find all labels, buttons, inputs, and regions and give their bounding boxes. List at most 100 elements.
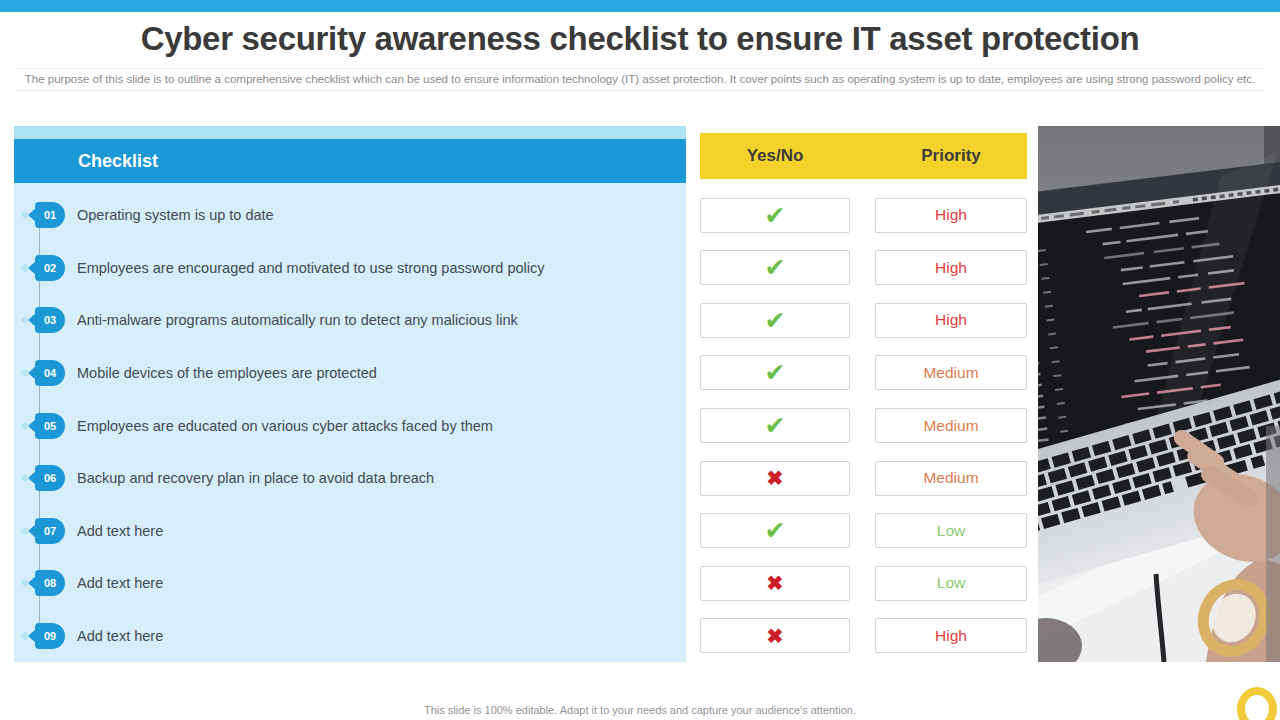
columns-header: Yes/No Priority bbox=[700, 133, 1027, 179]
item-number-badge: 04 bbox=[35, 360, 65, 386]
answer-mark-icon: ✔ bbox=[765, 203, 786, 228]
priority-cell: High bbox=[875, 198, 1027, 233]
checklist-item-row: 09 Add text here bbox=[14, 610, 686, 663]
answer-mark-icon: ✔ bbox=[765, 308, 786, 333]
yes-no-cell: ✔ bbox=[700, 513, 850, 548]
answer-priority-row: ✔ High bbox=[700, 189, 1027, 242]
checklist-item-row: 05 Employees are educated on various cyb… bbox=[14, 399, 686, 452]
checklist-item-row: 01 Operating system is up to date bbox=[14, 189, 686, 242]
priority-cell: High bbox=[875, 250, 1027, 285]
priority-value: High bbox=[935, 206, 967, 224]
priority-value: High bbox=[935, 627, 967, 645]
slide-description: The purpose of this slide is to outline … bbox=[22, 72, 1258, 86]
badge-diamond-icon bbox=[21, 474, 29, 482]
badge-diamond-icon bbox=[21, 316, 29, 324]
item-number: 06 bbox=[44, 472, 56, 484]
item-text: Employees are educated on various cyber … bbox=[77, 418, 493, 434]
yes-no-cell: ✖ bbox=[700, 566, 850, 601]
priority-cell: Medium bbox=[875, 408, 1027, 443]
item-text: Add text here bbox=[77, 628, 163, 644]
checklist-item-row: 07 Add text here bbox=[14, 504, 686, 557]
page-title: Cyber security awareness checklist to en… bbox=[0, 20, 1280, 58]
yes-no-cell: ✔ bbox=[700, 198, 850, 233]
yes-no-cell: ✔ bbox=[700, 303, 850, 338]
answer-priority-row: ✔ High bbox=[700, 242, 1027, 295]
priority-value: High bbox=[935, 259, 967, 277]
top-accent-bar bbox=[0, 0, 1280, 12]
answer-mark-icon: ✖ bbox=[767, 468, 784, 488]
answer-mark-icon: ✔ bbox=[765, 255, 786, 280]
priority-cell: Low bbox=[875, 566, 1027, 601]
item-number: 03 bbox=[44, 314, 56, 326]
answer-mark-icon: ✖ bbox=[767, 626, 784, 646]
checklist-header: Checklist bbox=[14, 139, 686, 183]
answer-priority-row: ✔ Medium bbox=[700, 347, 1027, 400]
answer-priority-row: ✔ Low bbox=[700, 504, 1027, 557]
answer-priority-row: ✖ Low bbox=[700, 557, 1027, 610]
checklist-header-label: Checklist bbox=[78, 151, 158, 172]
item-number: 09 bbox=[44, 630, 56, 642]
priority-cell: Medium bbox=[875, 355, 1027, 390]
item-text: Add text here bbox=[77, 523, 163, 539]
badge-diamond-icon bbox=[21, 632, 29, 640]
checklist-item-row: 03 Anti-malware programs automatically r… bbox=[14, 294, 686, 347]
priority-cell: Low bbox=[875, 513, 1027, 548]
badge-diamond-icon bbox=[21, 526, 29, 534]
item-number: 05 bbox=[44, 420, 56, 432]
item-number-badge: 06 bbox=[35, 465, 65, 491]
badge-diamond-icon bbox=[21, 579, 29, 587]
item-text: Employees are encouraged and motivated t… bbox=[77, 260, 545, 276]
answer-mark-icon: ✖ bbox=[767, 573, 784, 593]
priority-cell: High bbox=[875, 618, 1027, 653]
item-number-badge: 01 bbox=[35, 202, 65, 228]
badge-diamond-icon bbox=[21, 264, 29, 272]
item-text: Mobile devices of the employees are prot… bbox=[77, 365, 377, 381]
yes-no-cell: ✔ bbox=[700, 408, 850, 443]
checklist-panel: Checklist 01 Operating system is up to d… bbox=[14, 126, 686, 662]
subtitle-box: The purpose of this slide is to outline … bbox=[16, 68, 1264, 91]
answer-priority-row: ✔ Medium bbox=[700, 399, 1027, 452]
footer-note: This slide is 100% editable. Adapt it to… bbox=[0, 704, 1280, 716]
answer-rows: ✔ High ✔ High ✔ High ✔ Medium ✔ bbox=[700, 183, 1027, 662]
checklist-item-row: 06 Backup and recovery plan in place to … bbox=[14, 452, 686, 505]
yes-no-header: Yes/No bbox=[700, 146, 850, 166]
item-text: Operating system is up to date bbox=[77, 207, 274, 223]
priority-value: Medium bbox=[923, 417, 978, 435]
priority-cell: Medium bbox=[875, 461, 1027, 496]
item-number-badge: 05 bbox=[35, 413, 65, 439]
badge-diamond-icon bbox=[21, 369, 29, 377]
yes-no-cell: ✖ bbox=[700, 461, 850, 496]
item-number: 07 bbox=[44, 525, 56, 537]
checklist-item-row: 02 Employees are encouraged and motivate… bbox=[14, 242, 686, 295]
priority-cell: High bbox=[875, 303, 1027, 338]
item-text: Anti-malware programs automatically run … bbox=[77, 312, 518, 328]
item-number: 01 bbox=[44, 209, 56, 221]
answer-priority-row: ✖ Medium bbox=[700, 452, 1027, 505]
brand-logo-ring bbox=[1237, 687, 1277, 720]
checklist-item-row: 04 Mobile devices of the employees are p… bbox=[14, 347, 686, 400]
badge-diamond-icon bbox=[21, 421, 29, 429]
item-number: 08 bbox=[44, 577, 56, 589]
item-number-badge: 07 bbox=[35, 518, 65, 544]
slide: Cyber security awareness checklist to en… bbox=[0, 0, 1280, 720]
panel-top-strip bbox=[14, 126, 686, 139]
laptop-code-photo bbox=[1038, 126, 1280, 662]
priority-value: Medium bbox=[923, 469, 978, 487]
yes-no-cell: ✔ bbox=[700, 250, 850, 285]
item-number-badge: 03 bbox=[35, 307, 65, 333]
priority-value: Medium bbox=[923, 364, 978, 382]
priority-header: Priority bbox=[875, 146, 1027, 166]
item-number-badge: 02 bbox=[35, 255, 65, 281]
answer-mark-icon: ✔ bbox=[765, 518, 786, 543]
yes-no-cell: ✖ bbox=[700, 618, 850, 653]
item-number-badge: 08 bbox=[35, 570, 65, 596]
priority-value: Low bbox=[937, 522, 965, 540]
answer-priority-row: ✖ High bbox=[700, 610, 1027, 663]
answer-priority-row: ✔ High bbox=[700, 294, 1027, 347]
item-number-badge: 09 bbox=[35, 623, 65, 649]
item-text: Add text here bbox=[77, 575, 163, 591]
priority-value: Low bbox=[937, 574, 965, 592]
item-number: 02 bbox=[44, 262, 56, 274]
yes-no-cell: ✔ bbox=[700, 355, 850, 390]
checklist-item-row: 08 Add text here bbox=[14, 557, 686, 610]
